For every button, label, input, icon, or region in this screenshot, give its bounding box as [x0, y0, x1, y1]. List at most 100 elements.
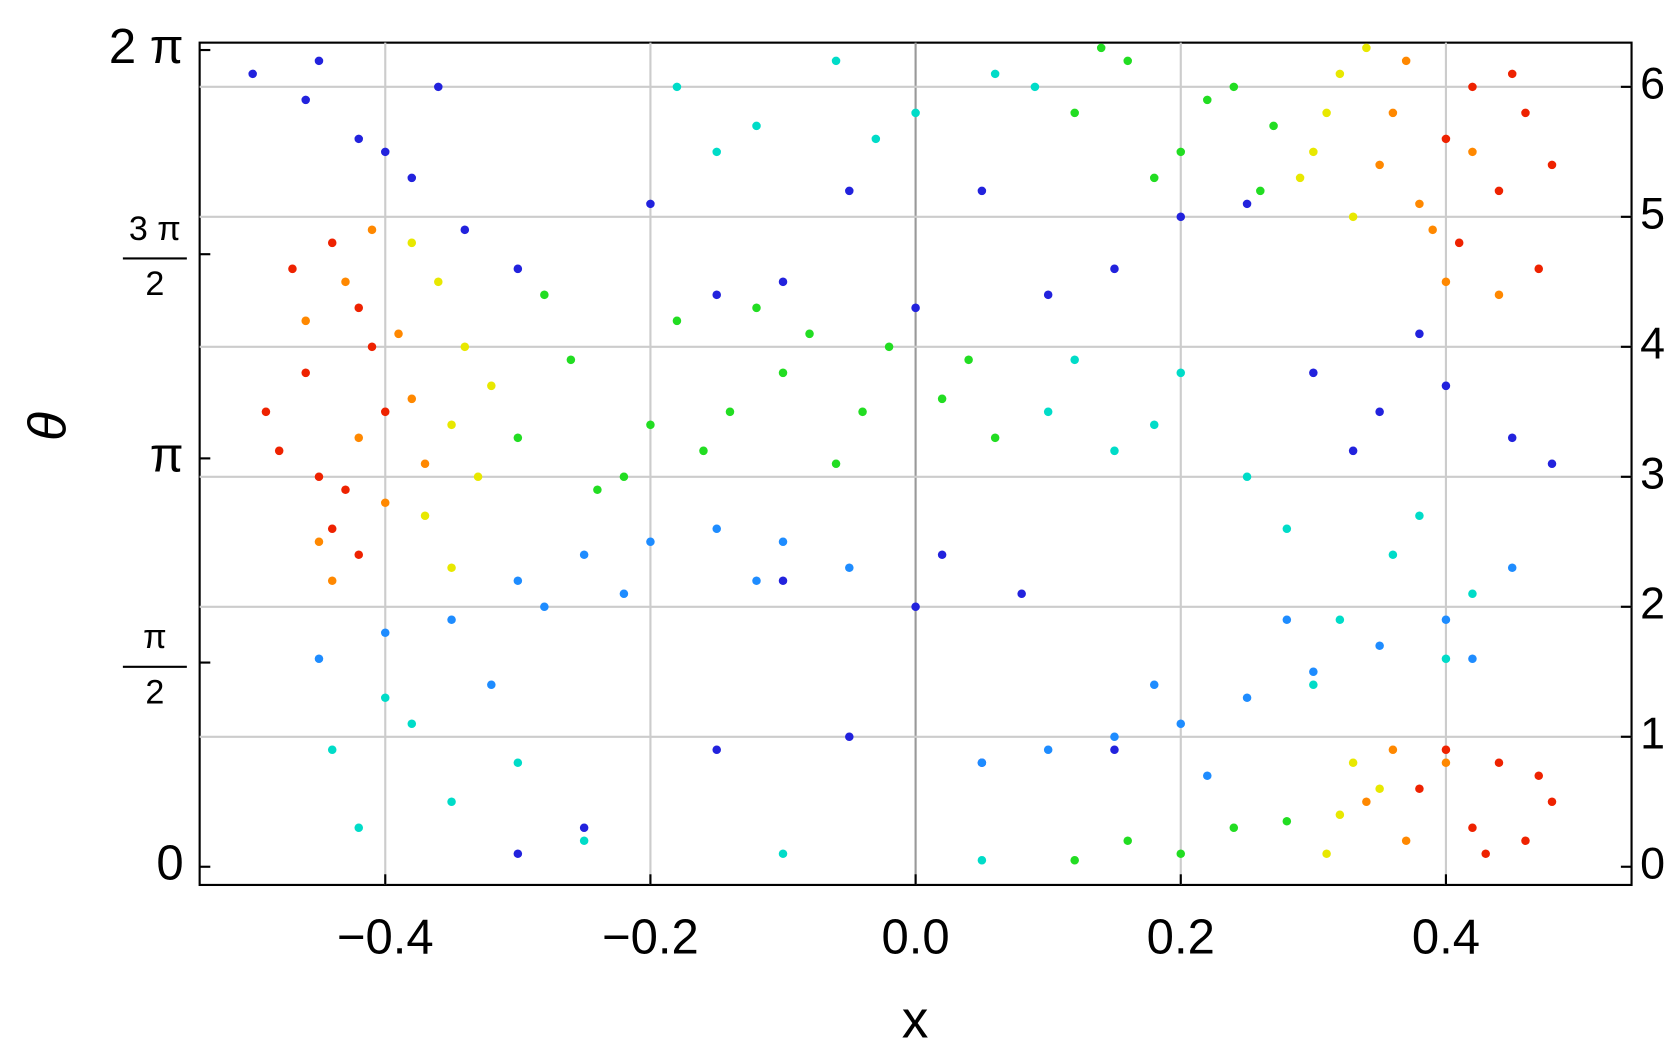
scatter-point [1282, 816, 1292, 826]
scatter-point [354, 823, 364, 833]
scatter-point [1375, 160, 1384, 170]
x-tick-label: −0.4 [337, 910, 434, 964]
scatter-point [1494, 186, 1504, 196]
scatter-point [646, 199, 655, 209]
scatter-point [354, 433, 364, 443]
scatter-point [1043, 745, 1053, 755]
scatter-point [460, 225, 470, 235]
scatter-point [1441, 381, 1451, 391]
scatter-point [871, 134, 881, 144]
scatter-point [805, 329, 814, 339]
scatter-point [1176, 368, 1186, 378]
scatter-point [1256, 186, 1265, 196]
scatter-point [513, 433, 523, 443]
scatter-point [288, 264, 297, 274]
scatter-point [1468, 654, 1477, 664]
scatter-point [1454, 238, 1464, 248]
scatter-point [593, 485, 602, 495]
scatter-point [1441, 615, 1451, 625]
scatter-point [778, 277, 788, 287]
scatter-point [1309, 147, 1318, 157]
scatter-point [884, 342, 894, 352]
scatter-point [314, 537, 324, 547]
scatter-point [301, 316, 310, 326]
scatter-point [354, 134, 364, 144]
scatter-point [407, 238, 417, 248]
scatter-point [1335, 810, 1345, 820]
scatter-point [434, 277, 443, 287]
scatter-point [380, 407, 390, 417]
scatter-point [1507, 433, 1517, 443]
scatter-point [327, 238, 337, 248]
scatter-point [1282, 524, 1292, 534]
scatter-point [778, 368, 788, 378]
scatter-point [1017, 589, 1026, 599]
scatter-point [1388, 745, 1398, 755]
scatter-point [1242, 199, 1252, 209]
scatter-point [752, 121, 761, 131]
scatter-point [434, 82, 443, 92]
scatter-point [460, 342, 470, 352]
scatter-point [1322, 108, 1331, 118]
y2-tick-label: 4 [1640, 319, 1665, 369]
scatter-point [977, 855, 987, 865]
scatter-point [778, 849, 788, 859]
y2-tick-label: 6 [1640, 59, 1665, 109]
scatter-point [1110, 446, 1119, 456]
y2-tick-label: 5 [1640, 189, 1665, 239]
scatter-point [1030, 82, 1040, 92]
scatter-point [261, 407, 271, 417]
scatter-point [1043, 290, 1053, 300]
x-tick-label: 0.2 [1147, 910, 1215, 964]
scatter-point [778, 576, 788, 586]
scatter-point [1335, 69, 1345, 79]
scatter-point [513, 849, 523, 859]
scatter-point [911, 303, 920, 313]
scatter-point [327, 576, 337, 586]
grid [199, 42, 1632, 885]
scatter-point [712, 147, 721, 157]
scatter-point [672, 316, 682, 326]
scatter-point [1547, 160, 1557, 170]
scatter-point [301, 95, 310, 105]
scatter-point [1096, 43, 1106, 53]
scatter-point [1375, 641, 1384, 651]
scatter-point [513, 576, 523, 586]
scatter-point [1123, 56, 1132, 66]
scatter-point [487, 680, 496, 690]
scatter-point [420, 511, 430, 521]
scatter-point [1415, 199, 1424, 209]
scatter-point [407, 719, 417, 729]
scatter-point [1468, 147, 1477, 157]
scatter-point [831, 56, 841, 66]
scatter-point [301, 368, 310, 378]
scatter-point [937, 394, 947, 404]
scatter-point [1176, 849, 1186, 859]
scatter-point [1401, 836, 1411, 846]
scatter-point [341, 485, 350, 495]
scatter-point [1282, 615, 1292, 625]
scatter-point [831, 459, 841, 469]
scatter-point [1362, 43, 1371, 53]
scatter-point [1149, 173, 1159, 183]
scatter-point [1335, 615, 1345, 625]
scatter-point [1534, 771, 1544, 781]
scatter-point [1348, 212, 1358, 222]
scatter-point [845, 563, 854, 573]
scatter-point [513, 758, 523, 768]
scatter-point [1507, 69, 1517, 79]
scatter-point [646, 420, 655, 430]
y-axis-label: θ [19, 412, 78, 441]
scatter-point [579, 823, 589, 833]
scatter-point [845, 186, 854, 196]
scatter-point [447, 563, 456, 573]
scatter-point [1441, 134, 1451, 144]
scatter-point [1481, 849, 1490, 859]
scatter-point [752, 303, 761, 313]
scatter-point [1123, 836, 1132, 846]
scatter-point [1441, 654, 1451, 664]
scatter-point [1441, 277, 1451, 287]
scatter-point [1348, 446, 1358, 456]
